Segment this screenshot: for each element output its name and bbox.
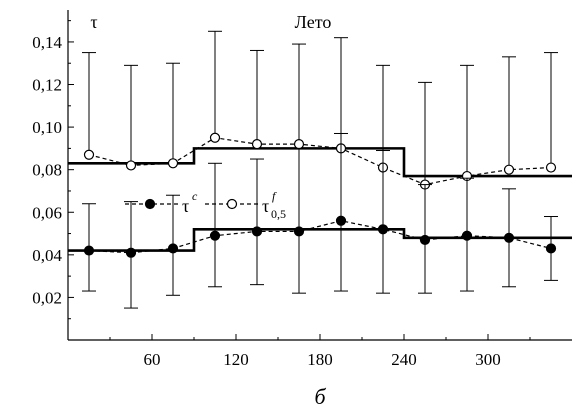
- data-point: [251, 139, 263, 150]
- legend-label-sup: f: [272, 189, 277, 203]
- figure-caption: б: [314, 384, 326, 409]
- data-point: [545, 162, 557, 173]
- y-tick-label: 0,06: [32, 203, 62, 222]
- legend-marker: [144, 198, 156, 210]
- data-point: [209, 230, 221, 241]
- x-tick-label: 300: [475, 350, 501, 369]
- data-point: [503, 164, 515, 175]
- data-point: [545, 243, 557, 254]
- data-point: [293, 139, 305, 150]
- y-tick-label: 0,12: [32, 76, 62, 95]
- data-point: [83, 245, 95, 256]
- chart-title: Лето: [295, 12, 332, 32]
- data-point: [167, 243, 179, 254]
- legend: τ c τ f0,5: [125, 189, 286, 221]
- legend-label-sup: c: [192, 189, 198, 203]
- data-point: [377, 224, 389, 235]
- y-axis-label: τ: [90, 12, 97, 32]
- legend-marker: [226, 198, 238, 210]
- x-tick-label: 240: [391, 350, 417, 369]
- data-point: [503, 232, 515, 243]
- data-point: [125, 247, 137, 258]
- series-line: [88, 137, 552, 186]
- step-lines: [68, 147, 572, 252]
- data-point: [251, 226, 263, 237]
- y-tick-label: 0,04: [32, 246, 62, 265]
- x-tick-label: 60: [144, 350, 161, 369]
- x-tick-label: 180: [307, 350, 333, 369]
- data-point: [461, 230, 473, 241]
- axes: 0,02 0,04 0,06 0,08 0,10 0,12 0,14 60 120 180 240 3…: [32, 10, 572, 369]
- data-point: [293, 226, 305, 237]
- data-point: [335, 215, 347, 226]
- y-tick-label: 0,10: [32, 118, 62, 137]
- data-point: [419, 234, 431, 246]
- series-line: [88, 220, 552, 254]
- y-tick-label: 0,08: [32, 161, 62, 180]
- series-group: [82, 30, 558, 309]
- data-point: [83, 149, 95, 160]
- legend-label: τ: [182, 196, 189, 216]
- y-tick-label: 0,14: [32, 33, 62, 52]
- data-point: [209, 132, 221, 143]
- step-line: [68, 147, 572, 178]
- y-tick-label: 0,02: [32, 288, 62, 307]
- data-point: [125, 160, 137, 171]
- data-point: [167, 158, 179, 169]
- legend-label-sub: 0,5: [271, 207, 286, 221]
- x-tick-label: 120: [223, 350, 249, 369]
- legend-label: τ: [262, 196, 269, 216]
- step-line: [68, 227, 572, 252]
